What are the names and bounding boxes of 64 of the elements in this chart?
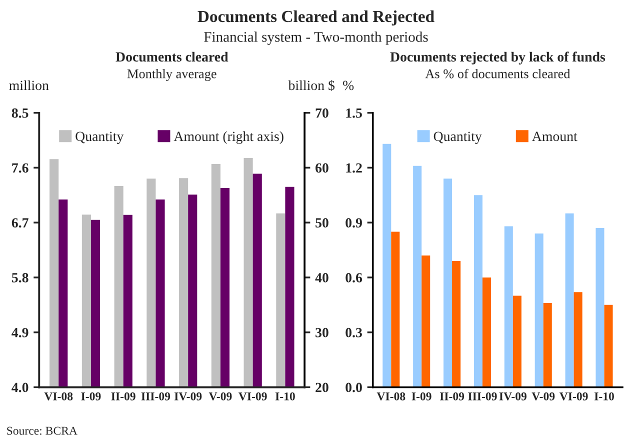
y-tick-label: 5.8 [12,273,28,282]
y-tick-label: 1.5 [346,108,362,118]
y-tick-label: 0.9 [346,218,362,228]
y-tick-label: 0.6 [346,273,362,282]
bar [512,296,522,388]
bar [543,303,552,388]
x-tick-label: I-10 [275,392,295,400]
bar [452,260,461,388]
x-tick-label: III-09 [468,392,497,400]
text: Financial system - Two-month periods [204,32,428,45]
bar [574,292,582,388]
y2-tick-label: 50 [316,218,328,228]
legend-label: Amount (right axis) [174,131,284,144]
chart-title: Documents cleared [116,52,228,62]
x-tick-label: VI-09 [560,392,588,400]
chart-subtitle: Monthly average [127,68,216,81]
bar [534,234,544,388]
chart-title: Documents rejected by lack of funds [390,52,606,64]
x-tick-label: II-09 [440,392,464,400]
y2-tick-label: 30 [316,328,328,338]
legend-label: Quantity [434,132,482,144]
y2-tick-label: 60 [316,163,328,173]
legend-label: Quantity [76,132,124,144]
x-tick-label: II-09 [111,392,136,400]
x-tick-label: VI-08 [44,392,73,400]
x-tick-label: I-09 [412,392,432,400]
x-tick-label: I-10 [594,392,614,400]
x-tick-label: IV-09 [499,392,526,400]
chart-subtitle: As % of documents cleared [425,68,570,78]
y2-tick-label: 70 [316,108,328,118]
x-tick-label: I-09 [81,392,101,400]
bar [565,213,574,388]
x-tick-label: IV-09 [174,392,202,400]
bar [504,226,513,388]
y-tick-label: 1.2 [346,163,362,173]
y-axis-title: million [9,80,49,90]
x-tick-label: III-09 [141,392,170,400]
source-note: Source: BCRA [7,426,78,435]
bar [474,195,482,388]
bar [604,304,613,388]
bar [422,256,430,388]
bar [444,178,452,388]
text: Documents Cleared and Rejected [198,10,434,26]
y-tick-label: 4.0 [12,382,28,392]
bar [596,228,604,388]
x-tick-label: V-09 [208,392,232,400]
y-tick-label: 6.7 [12,218,28,228]
y-tick-label: 8.5 [12,108,28,118]
y-tick-label: 0.3 [346,328,362,338]
x-tick-label: V-09 [532,392,555,400]
y-axis-title: % [343,80,354,90]
x-tick-label: VI-09 [238,392,267,400]
y-tick-label: 0.0 [346,382,362,392]
y-tick-label: 7.6 [12,163,28,173]
y2-axis-title: billion $ [288,80,335,92]
legend-label: Amount [532,132,578,142]
bar [382,144,392,388]
y2-tick-label: 20 [316,382,328,392]
x-tick-label: VI-08 [376,392,406,400]
bar [482,277,491,388]
y-tick-label: 4.9 [12,328,28,338]
bar [413,166,422,388]
y2-tick-label: 40 [315,273,328,282]
bar [391,232,400,388]
